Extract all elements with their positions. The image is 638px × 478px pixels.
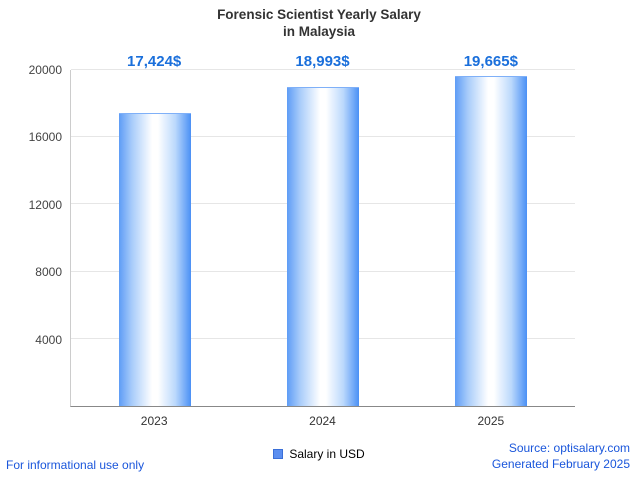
y-tick-label: 12000 [28, 197, 62, 212]
chart-title-line1: Forensic Scientist Yearly Salary [217, 7, 421, 22]
source-link[interactable]: Source: optisalary.com [508, 441, 630, 455]
x-tick-label-2025: 2025 [477, 414, 505, 428]
bar-2025 [455, 75, 527, 406]
legend-label: Salary in USD [289, 447, 365, 461]
chart-title: Forensic Scientist Yearly Salary in Mala… [0, 6, 638, 40]
y-tick-label: 16000 [28, 130, 62, 145]
gridline [71, 69, 575, 70]
y-tick-label: 8000 [35, 265, 62, 280]
generated-date: Generated February 2025 [491, 457, 630, 471]
value-label-2024: 18,993$ [295, 53, 350, 70]
disclaimer-text: For informational use only [6, 458, 145, 472]
value-labels: 17,424$ 18,993$ 19,665$ [70, 53, 575, 73]
x-tick-label-2023: 2023 [140, 414, 168, 428]
y-tick-label: 4000 [35, 332, 62, 347]
value-label-2023: 17,424$ [127, 53, 182, 70]
x-tick-label-2024: 2024 [309, 414, 336, 428]
bar-2024 [287, 86, 359, 406]
y-axis-labels: 4000 8000 12000 16000 20000 [0, 63, 62, 407]
chart-title-line2: in Malaysia [282, 24, 356, 39]
bar-2023 [119, 113, 191, 406]
y-tick-label: 20000 [28, 63, 62, 77]
value-label-2025: 19,665$ [463, 53, 518, 70]
plot-area [70, 69, 575, 407]
x-axis-labels: 2023 2024 2025 [70, 414, 575, 430]
legend: Salary in USD [0, 447, 638, 461]
legend-swatch-icon [273, 449, 284, 459]
source-info: Source: optisalary.com Generated Februar… [492, 440, 630, 472]
